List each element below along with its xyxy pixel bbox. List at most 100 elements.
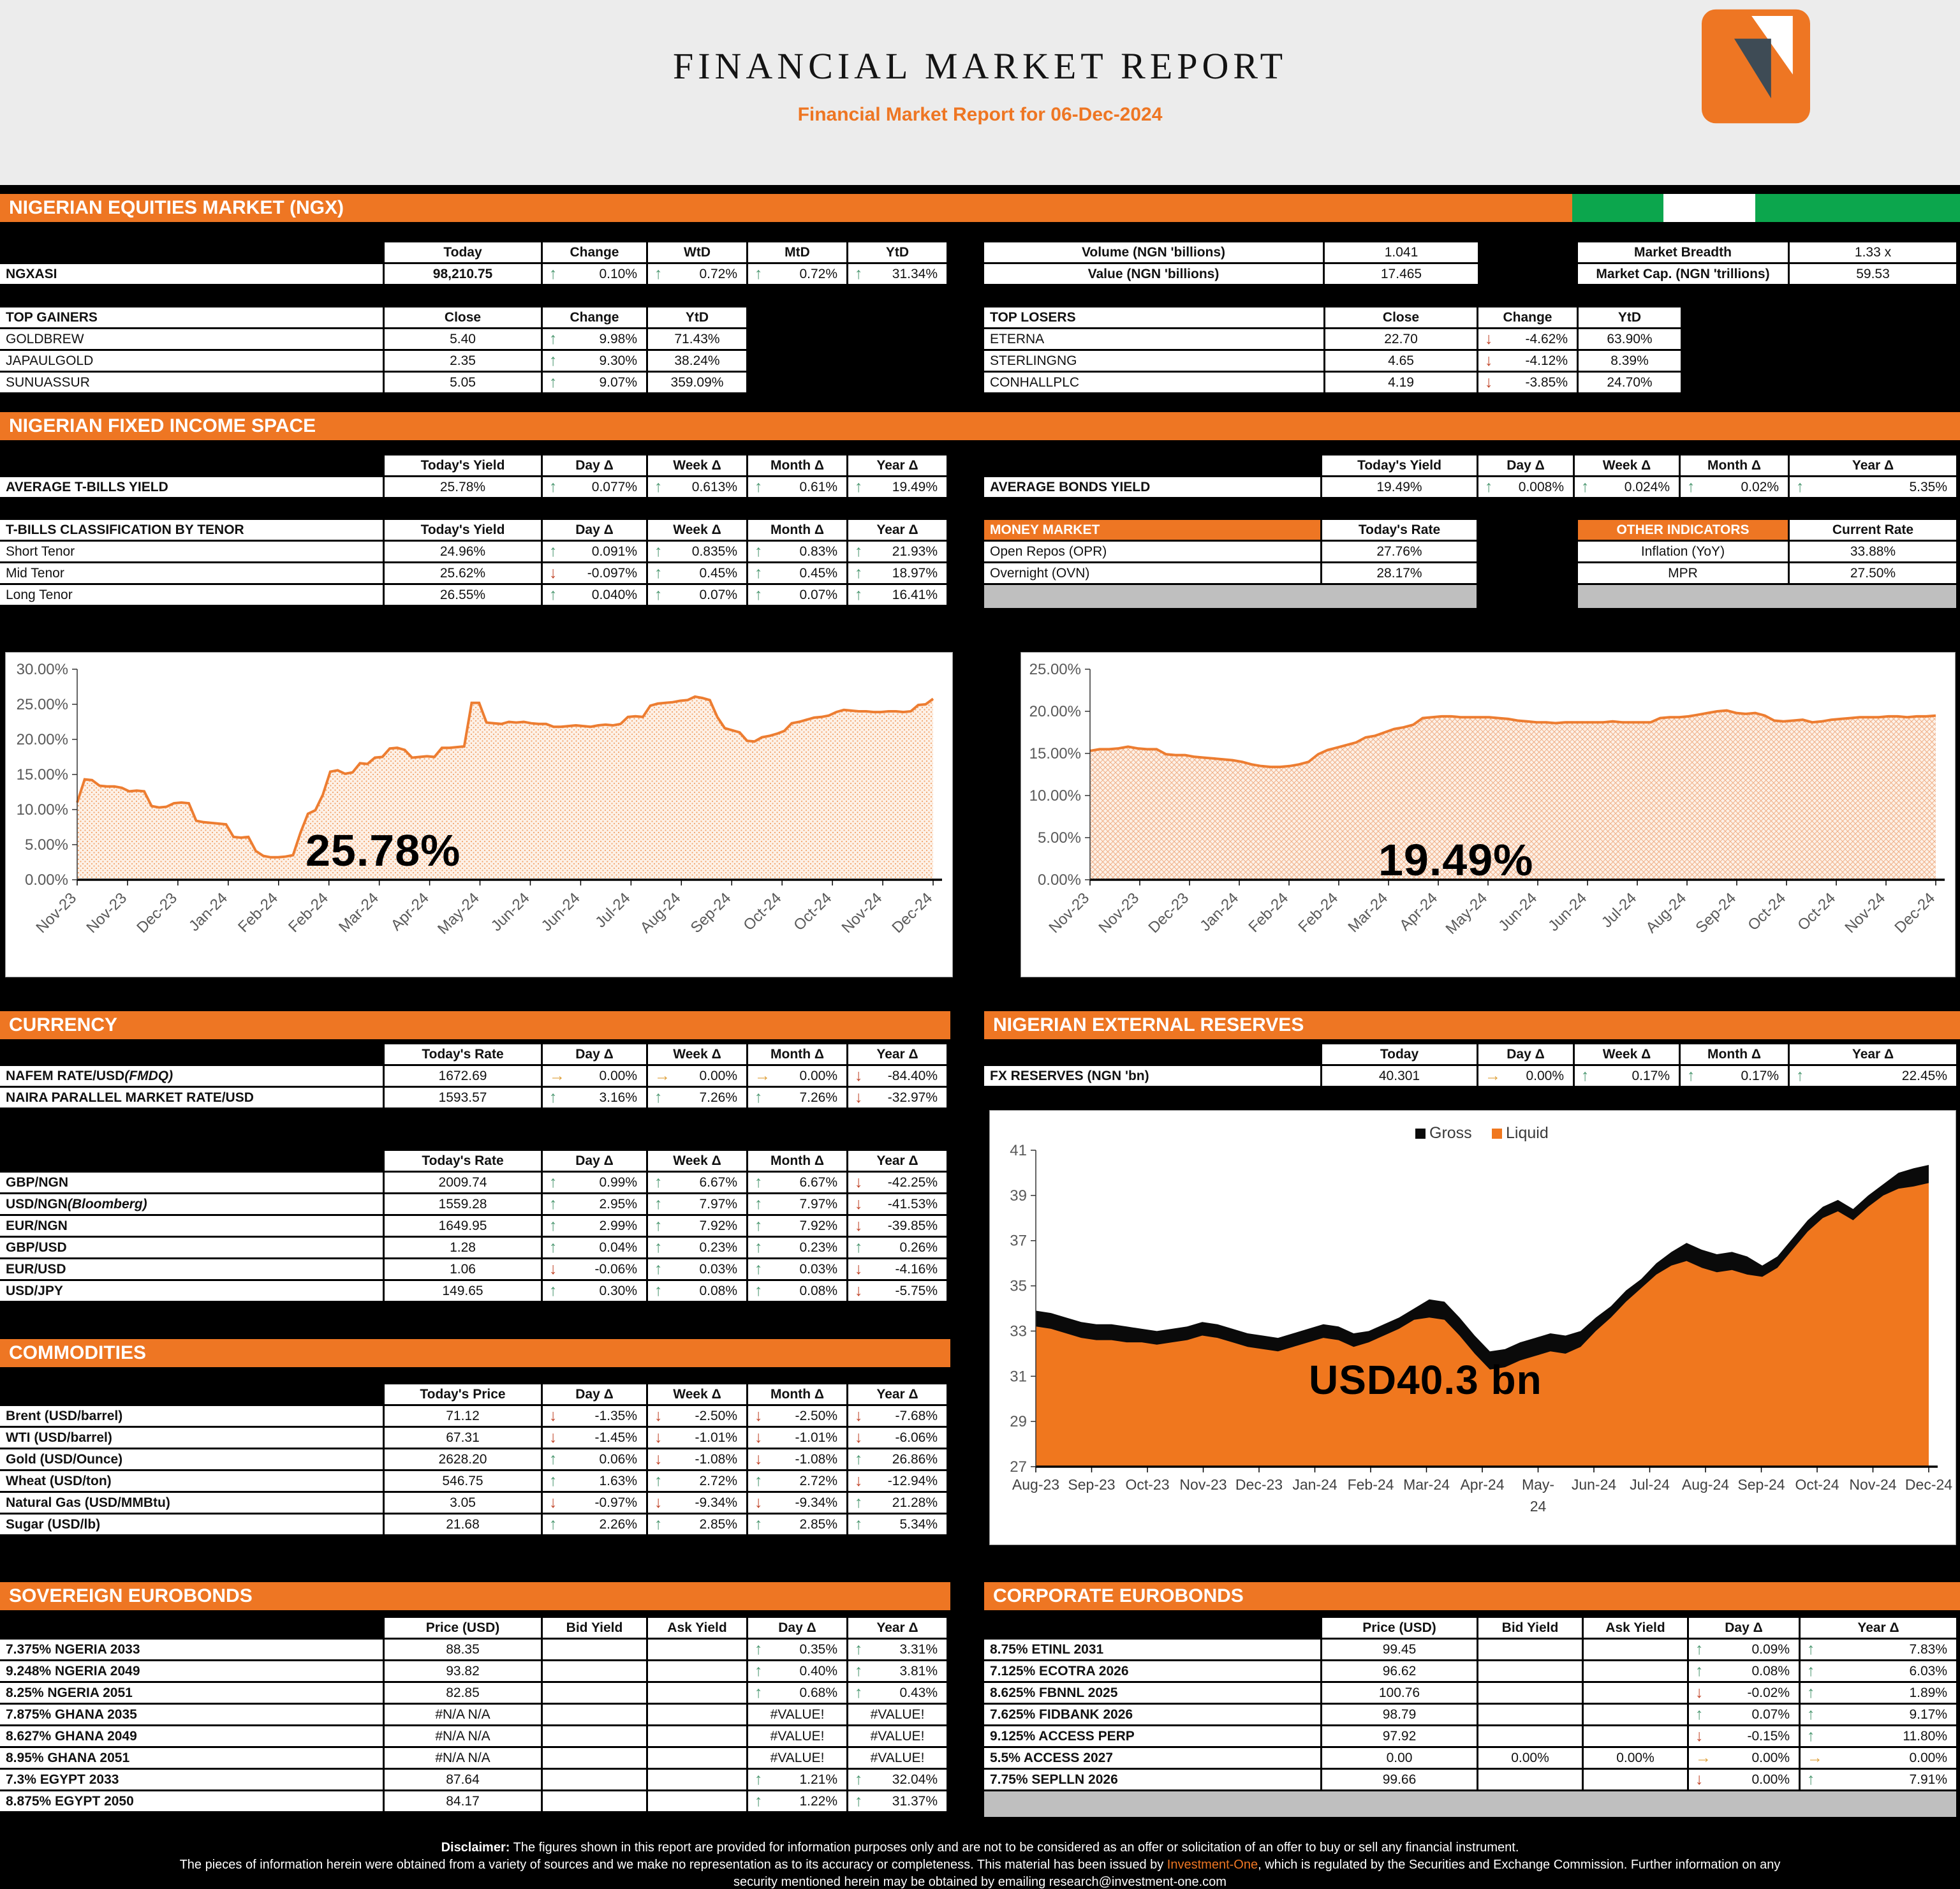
up-arrow-icon: ↑ bbox=[755, 542, 763, 560]
external-reserves-chart: 27 29 31 33 35 37 39 41 Aug-23 Sep-23 Oct-23 Nov-23… bbox=[1010, 1124, 1952, 1515]
up-arrow-icon: ↑ bbox=[855, 1238, 863, 1256]
value-cell: 26.55% bbox=[385, 585, 541, 605]
change-cell: ↓ -1.08% bbox=[748, 1449, 846, 1469]
change-cell: ↑ 0.68% bbox=[748, 1683, 846, 1703]
change-cell: ↑ 0.17% bbox=[1575, 1066, 1679, 1086]
svg-text:Apr-24: Apr-24 bbox=[388, 889, 432, 934]
change-value: 0.72% bbox=[799, 266, 837, 281]
change-cell: ↑ 0.07% bbox=[1689, 1705, 1799, 1724]
up-arrow-icon: ↑ bbox=[654, 1282, 663, 1300]
table-corner-header: OTHER INDICATORS bbox=[1578, 520, 1788, 540]
svg-text:Dec-24: Dec-24 bbox=[1891, 889, 1938, 937]
value-cell: 8.39% bbox=[1579, 351, 1681, 371]
change-value: 26.86% bbox=[892, 1451, 938, 1467]
svg-text:0.00%: 0.00% bbox=[1038, 871, 1081, 889]
row-label: EUR/NGN bbox=[0, 1216, 383, 1236]
row-label: Gold (USD/Ounce) bbox=[0, 1449, 383, 1469]
value-cell: 2628.20 bbox=[385, 1449, 541, 1469]
row-label: Natural Gas (USD/MMBtu) bbox=[0, 1493, 383, 1513]
svg-text:Apr-24: Apr-24 bbox=[1396, 889, 1441, 934]
up-arrow-icon: ↑ bbox=[755, 265, 763, 283]
bonds-yield-chart-panel: 0.00% 5.00% 10.00% 15.00% 20.00% 25.00% Nov-23… bbox=[1021, 652, 1956, 977]
flat-arrow-icon: → bbox=[549, 1067, 565, 1085]
section-bar-ngx: NIGERIAN EQUITIES MARKET (NGX) bbox=[0, 194, 1960, 222]
change-value: -2.50% bbox=[695, 1408, 737, 1423]
column-header: Ask Yield bbox=[648, 1618, 746, 1638]
column-header: Day Δ bbox=[748, 1618, 846, 1638]
value-cell: #VALUE! bbox=[748, 1726, 846, 1746]
value-cell: 93.82 bbox=[385, 1661, 541, 1681]
change-cell: ↑ 2.72% bbox=[748, 1471, 846, 1491]
value-cell bbox=[1584, 1726, 1687, 1746]
down-arrow-icon: ↓ bbox=[654, 1493, 663, 1511]
column-header: Ask Yield bbox=[1584, 1618, 1687, 1638]
change-value: 0.17% bbox=[1741, 1068, 1779, 1083]
row-label: 5.5% ACCESS 2027 bbox=[984, 1748, 1320, 1768]
top-gainers-table: TOP GAINERS Close Change YtD GOLDBREW 5.40 ↑ 9.… bbox=[0, 307, 746, 392]
avg-bonds-yield-table: Today's Yield Day Δ Week Δ Month Δ Year Δ AVE… bbox=[984, 456, 1956, 497]
down-arrow-icon: ↓ bbox=[1695, 1684, 1704, 1701]
value-cell: 149.65 bbox=[385, 1281, 541, 1301]
svg-text:Sep-24: Sep-24 bbox=[688, 889, 735, 937]
svg-text:Jan-24: Jan-24 bbox=[186, 889, 231, 935]
value-cell: 33.88% bbox=[1790, 542, 1956, 561]
down-arrow-icon: ↓ bbox=[1695, 1770, 1704, 1788]
up-arrow-icon: ↑ bbox=[654, 1173, 663, 1191]
column-header: Week Δ bbox=[648, 1151, 746, 1171]
fx-reserves-table: Today Day Δ Week Δ Month Δ Year Δ FX RESERVES… bbox=[984, 1044, 1956, 1086]
change-cell: ↓ -84.40% bbox=[848, 1066, 947, 1086]
svg-text:Aug-24: Aug-24 bbox=[1642, 889, 1690, 937]
row-label: WTI (USD/barrel) bbox=[0, 1428, 383, 1448]
up-arrow-icon: ↑ bbox=[549, 542, 557, 560]
flat-arrow-icon: → bbox=[1807, 1749, 1823, 1767]
change-cell: ↑ 0.09% bbox=[1689, 1640, 1799, 1659]
tbills-yield-chart-panel: 0.00% 5.00% 10.00% 15.00% 20.00% 25.00% 30.00%… bbox=[5, 652, 953, 977]
change-value: 19.49% bbox=[892, 479, 938, 494]
column-header: Today's Yield bbox=[385, 520, 541, 540]
change-value: 0.00% bbox=[799, 1068, 837, 1083]
down-arrow-icon: ↓ bbox=[855, 1428, 863, 1446]
value-cell: 96.62 bbox=[1322, 1661, 1477, 1681]
change-cell: ↑ 22.45% bbox=[1790, 1066, 1956, 1086]
column-header: Day Δ bbox=[543, 1384, 646, 1404]
value-cell bbox=[543, 1640, 646, 1659]
column-header: YtD bbox=[848, 242, 947, 262]
column-header: Today's Yield bbox=[385, 456, 541, 475]
table-corner-header bbox=[984, 1044, 1320, 1064]
change-value: 0.23% bbox=[799, 1240, 837, 1255]
change-cell: ↑ 0.61% bbox=[748, 477, 846, 497]
up-arrow-icon: ↑ bbox=[549, 478, 557, 496]
change-value: 0.72% bbox=[699, 266, 737, 281]
column-header: Year Δ bbox=[848, 1044, 947, 1064]
row-label: USD/NGN (Bloomberg) bbox=[0, 1194, 383, 1214]
value-cell: 98.79 bbox=[1322, 1705, 1477, 1724]
value-cell: 1.06 bbox=[385, 1259, 541, 1279]
svg-text:Mar-24: Mar-24 bbox=[1345, 889, 1391, 936]
sovereign-eurobonds-table: Price (USD) Bid Yield Ask Yield Day Δ Year Δ… bbox=[0, 1618, 947, 1811]
change-value: 0.35% bbox=[799, 1641, 837, 1657]
flag-white-segment bbox=[1663, 194, 1755, 222]
up-arrow-icon: ↑ bbox=[654, 1195, 663, 1213]
disclaimer-line-2: The pieces of information herein were ob… bbox=[179, 1858, 1781, 1872]
svg-text:Gross: Gross bbox=[1429, 1124, 1472, 1142]
change-cell: ↓ -7.68% bbox=[848, 1406, 947, 1426]
down-arrow-icon: ↓ bbox=[755, 1450, 763, 1468]
change-cell: ↑ 0.835% bbox=[648, 542, 746, 561]
value-cell: 84.17 bbox=[385, 1791, 541, 1811]
svg-text:31: 31 bbox=[1010, 1368, 1027, 1385]
change-cell: ↑ 0.30% bbox=[543, 1281, 646, 1301]
change-value: -4.16% bbox=[895, 1261, 938, 1277]
avg-tbills-yield-table: Today's Yield Day Δ Week Δ Month Δ Year Δ AVE… bbox=[0, 456, 947, 497]
change-value: 0.835% bbox=[691, 544, 737, 559]
row-label: 8.25% NGERIA 2051 bbox=[0, 1683, 383, 1703]
flag-green-segment bbox=[1755, 194, 1960, 222]
change-value: 0.08% bbox=[699, 1283, 737, 1298]
up-arrow-icon: ↑ bbox=[855, 586, 863, 604]
column-header: Month Δ bbox=[748, 456, 846, 475]
svg-text:Nov-23: Nov-23 bbox=[1095, 889, 1142, 937]
change-value: 7.91% bbox=[1909, 1772, 1947, 1787]
column-header: Bid Yield bbox=[1478, 1618, 1582, 1638]
column-header: Day Δ bbox=[1478, 1044, 1573, 1064]
change-value: -3.85% bbox=[1525, 374, 1568, 390]
value-cell bbox=[1478, 1640, 1582, 1659]
